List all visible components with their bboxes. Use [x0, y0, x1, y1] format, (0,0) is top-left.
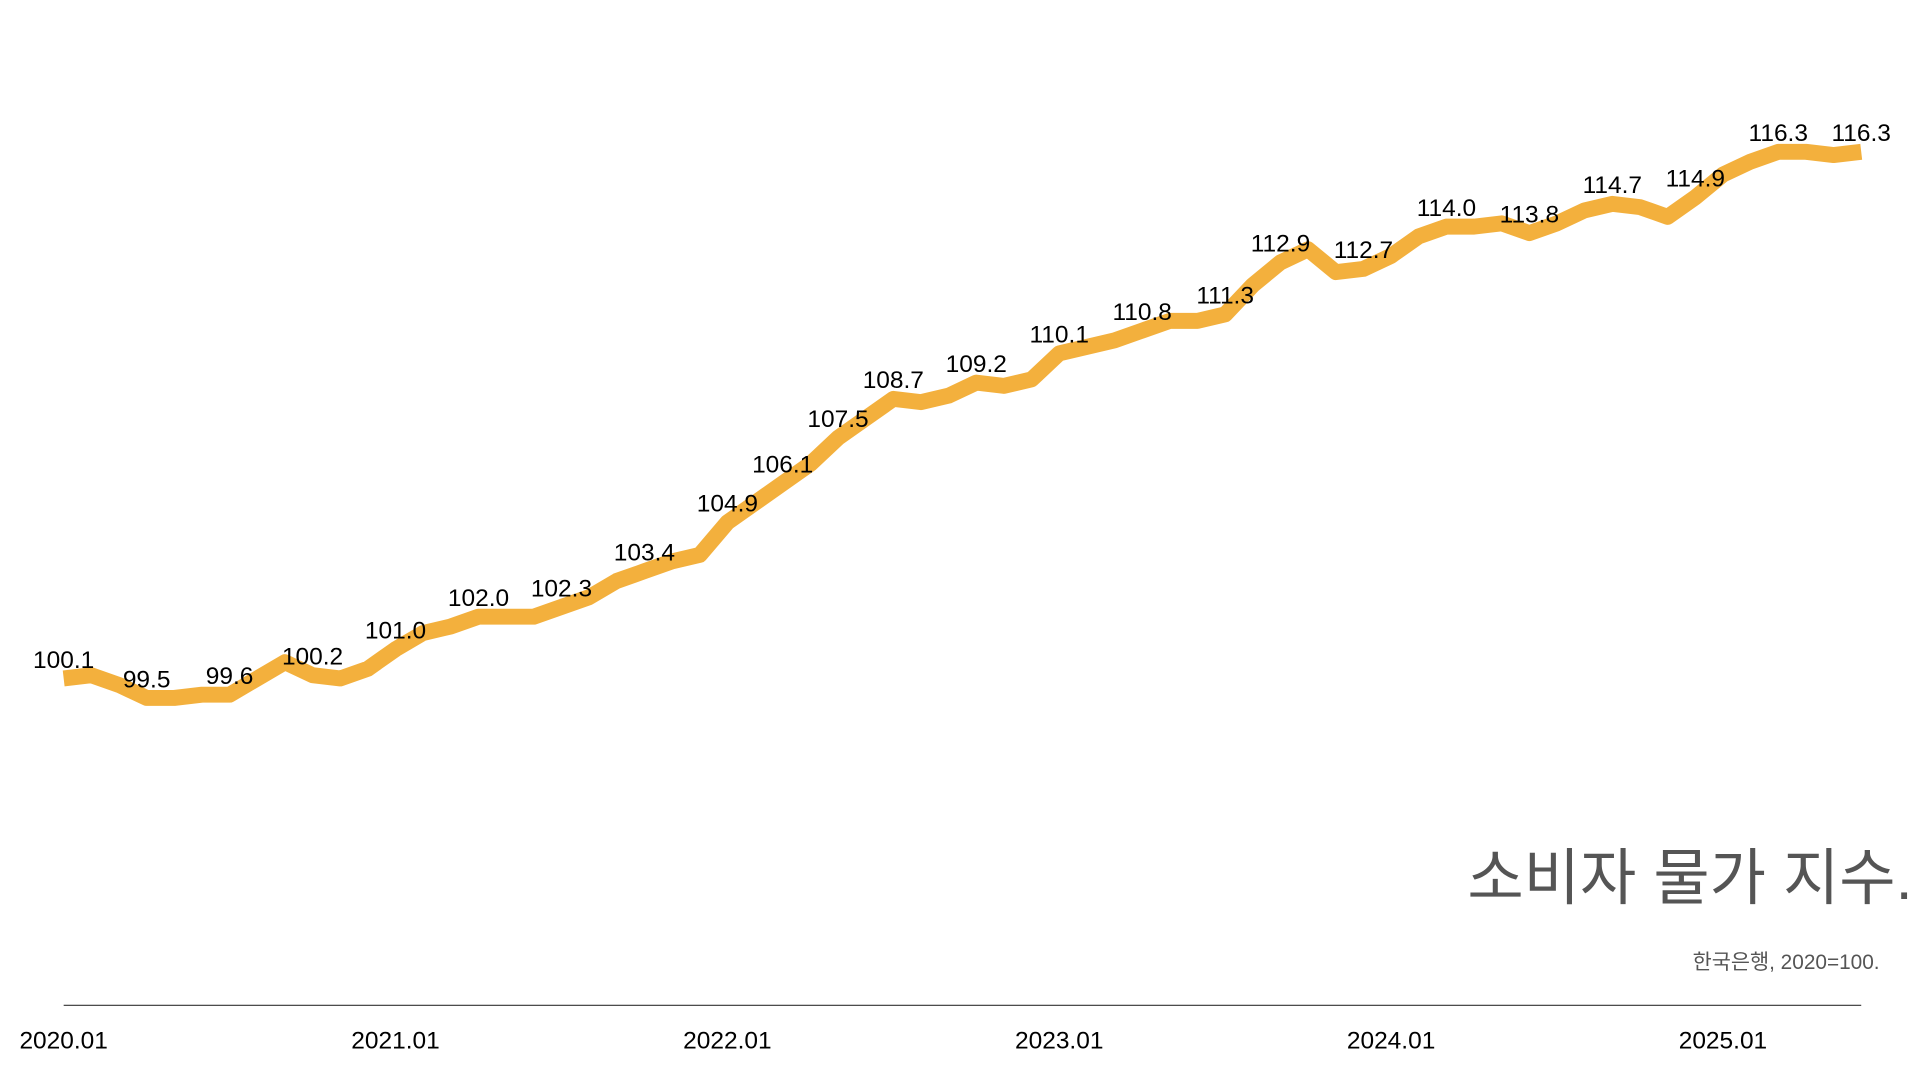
value-label: 103.4 — [614, 540, 675, 567]
x-tick-label: 2023.01 — [1015, 1028, 1103, 1055]
value-label: 111.3 — [1196, 283, 1254, 310]
value-label: 110.8 — [1112, 299, 1171, 326]
value-label: 116.3 — [1832, 120, 1891, 147]
value-label: 104.9 — [697, 491, 758, 518]
value-label: 116.3 — [1749, 120, 1808, 147]
chart-subtitle: 한국은행, 2020=100. — [1693, 951, 1880, 974]
value-label: 99.6 — [206, 663, 254, 690]
x-tick-label: 2025.01 — [1679, 1028, 1767, 1055]
chart-title: 소비자 물가 지수. — [1467, 844, 1912, 912]
value-label: 114.9 — [1666, 166, 1725, 193]
value-label: 112.9 — [1251, 231, 1310, 258]
value-label: 106.1 — [752, 452, 813, 479]
value-label: 100.2 — [282, 644, 343, 671]
value-label: 107.5 — [807, 406, 868, 433]
data-line — [62, 143, 1863, 706]
x-tick-label: 2022.01 — [683, 1028, 771, 1055]
value-label: 114.0 — [1417, 195, 1476, 222]
value-label: 108.7 — [863, 367, 924, 394]
value-label: 114.7 — [1583, 172, 1642, 199]
value-label: 99.5 — [123, 666, 171, 693]
x-tick-label: 2020.01 — [19, 1028, 107, 1055]
value-label: 102.0 — [448, 585, 509, 612]
value-label: 110.1 — [1030, 322, 1089, 349]
value-label: 102.3 — [531, 575, 592, 602]
value-label: 109.2 — [946, 351, 1007, 378]
value-label: 100.1 — [33, 647, 94, 674]
value-label: 101.0 — [365, 618, 426, 645]
x-tick-label: 2021.01 — [351, 1028, 439, 1055]
value-label: 113.8 — [1500, 201, 1559, 228]
value-label: 112.7 — [1334, 237, 1393, 264]
x-tick-label: 2024.01 — [1347, 1028, 1435, 1055]
